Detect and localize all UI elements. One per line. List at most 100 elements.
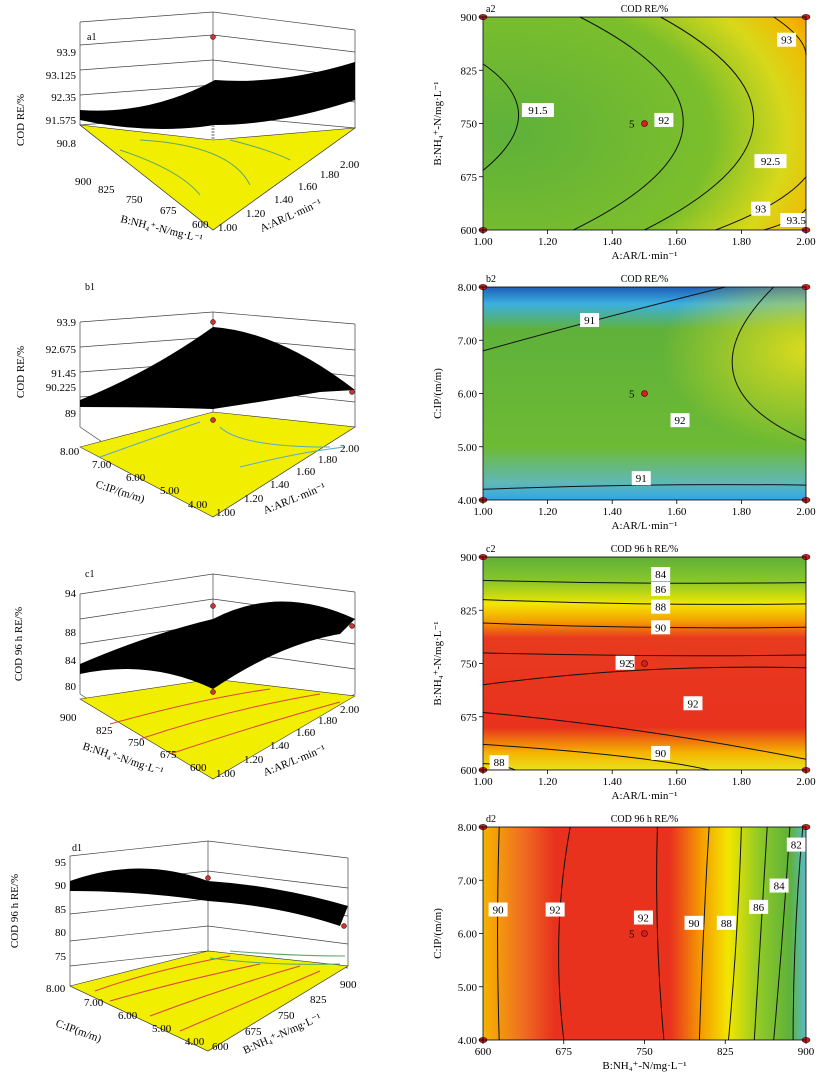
- z-tick: 90.225: [46, 382, 77, 394]
- panel-label: d1: [72, 843, 82, 854]
- x-axis-label: A:AR/L·min⁻¹: [612, 520, 678, 532]
- contour-label: 90: [493, 905, 505, 917]
- contour-plot-a2: 91.5 92 92.5 93 93 93.5 5 1.00 1.20 1.40 1.60 1.80 2…: [432, 4, 816, 262]
- right-tick: 1.60: [298, 181, 318, 193]
- left-tick: 825: [96, 725, 113, 737]
- x-tick-label: 825: [717, 1046, 734, 1058]
- contour-label: 92: [675, 415, 686, 427]
- right-tick: 2.00: [340, 443, 360, 455]
- contour-line: [698, 826, 710, 1041]
- y-axis-label: B:NH₄⁺-N/mg·L⁻¹: [432, 621, 444, 705]
- response-surface: [70, 868, 348, 926]
- contour-line: [728, 826, 742, 1041]
- x-tick-label: 2.00: [796, 776, 816, 788]
- x-tick-label: 1.00: [473, 506, 493, 518]
- contour-line: [656, 826, 665, 1041]
- x-tick-label: 1.00: [473, 776, 493, 788]
- x-tick-label: 1.80: [732, 236, 752, 248]
- contour-label-box: [651, 567, 671, 582]
- y-tick-label: 675: [461, 172, 478, 184]
- y-tick-label: 750: [461, 119, 478, 131]
- contour-label-box: [749, 899, 769, 914]
- z-tick: 88: [65, 627, 77, 639]
- z-tick: 91.45: [51, 368, 76, 380]
- contour-line: [573, 16, 684, 231]
- left-tick: 4.00: [185, 1036, 205, 1048]
- y-tick-label: 825: [461, 605, 478, 617]
- surface-panel-c1: c1 94 88 84 80 COD 96 h RE/% 900 825 750…: [0, 524, 400, 786]
- right-tick: 600: [212, 1041, 229, 1053]
- contour-label-box: [751, 201, 771, 216]
- z-tick: 94: [65, 588, 77, 600]
- y-tick-label: 4.00: [458, 495, 478, 507]
- x-tick-label: 1.60: [667, 776, 687, 788]
- y-axis-label: C:IP/(m/m): [432, 368, 444, 419]
- response-surface: [80, 601, 355, 689]
- x-axis-label: B:NH₄⁺-N/mg·L⁻¹: [602, 1060, 686, 1072]
- right-tick: 2.00: [340, 159, 360, 171]
- contour-label: 84: [655, 569, 667, 581]
- z-tick: 93.9: [57, 47, 77, 59]
- center-point-label: 5: [629, 119, 635, 131]
- z-axis-label: COD 96 h RE/%: [9, 874, 21, 948]
- surface-panel-b1: b1 93.9 92.675 91.45 90.225 89 COD RE/% …: [0, 262, 400, 524]
- left-axis-label: B:NH₄⁺-N/mg·L⁻¹: [81, 740, 165, 777]
- right-tick: 1.00: [216, 507, 236, 519]
- contour-line: [482, 286, 726, 352]
- z-tick: 93.125: [46, 70, 77, 82]
- surface-panel-a1: a1 93.9 93.125 92.35 91.575 90.8 COD RE/…: [0, 0, 400, 262]
- contour-panel-a2: 91.5 92 92.5 93 93 93.5 5 1.00 1.20 1.40 1.60 1.80 2…: [400, 0, 836, 270]
- panel-label: a1: [87, 32, 96, 43]
- right-tick: 1.40: [274, 194, 294, 206]
- left-tick: 900: [75, 176, 92, 188]
- z-axis-label: COD RE/%: [15, 346, 27, 398]
- left-tick: 600: [192, 219, 209, 231]
- contour-label-box: [521, 103, 554, 118]
- z-tick: 93.9: [57, 317, 77, 329]
- contour-label-box: [651, 581, 671, 596]
- y-tick-label: 6.00: [458, 389, 478, 401]
- center-point-label: 5: [629, 659, 635, 671]
- contour-label-box: [633, 910, 653, 925]
- z-tick: 80: [65, 681, 77, 693]
- right-tick: 675: [245, 1026, 262, 1038]
- contour-label-box: [651, 599, 671, 614]
- contour-label-box: [488, 902, 508, 917]
- response-surface: [80, 62, 355, 129]
- contour-label: 84: [774, 881, 786, 893]
- floor-projection: [69, 950, 349, 1052]
- panel-label: c1: [85, 569, 94, 580]
- x-tick-label: 1.20: [538, 236, 558, 248]
- contour-label-box: [670, 413, 690, 428]
- panel-label: a2: [486, 4, 495, 15]
- contour-line: [558, 826, 571, 1041]
- x-tick-label: 1.40: [603, 776, 623, 788]
- x-axis-label: A:AR/L·min⁻¹: [612, 250, 678, 262]
- right-tick: 1.80: [320, 169, 340, 181]
- left-tick: 6.00: [126, 472, 146, 484]
- z-tick: 95: [55, 857, 67, 869]
- contour-line: [482, 712, 807, 760]
- contour-label-box: [769, 878, 789, 893]
- contour-line: [792, 826, 804, 1041]
- center-point: [641, 120, 648, 127]
- contour-label-box: [716, 915, 736, 930]
- contour-label-box: [684, 915, 704, 930]
- contour-label: 92: [620, 658, 631, 670]
- right-tick: 1.40: [270, 479, 290, 491]
- x-tick-label: 1.60: [667, 506, 687, 518]
- y-tick-label: 8.00: [458, 282, 478, 294]
- right-tick: 1.40: [270, 740, 290, 752]
- x-tick-label: 1.80: [732, 776, 752, 788]
- right-tick: 900: [340, 979, 357, 991]
- x-tick-label: 675: [556, 1046, 573, 1058]
- y-tick-label: 750: [461, 659, 478, 671]
- contour-line: [482, 63, 519, 171]
- contour-line: [731, 286, 807, 441]
- y-tick-label: 7.00: [458, 875, 478, 887]
- x-tick-label: 2.00: [796, 506, 816, 518]
- contour-label-box: [651, 745, 671, 760]
- contour-label: 90: [655, 748, 667, 760]
- right-tick: 1.20: [244, 493, 264, 505]
- z-axis-label: COD 96 h RE/%: [13, 607, 25, 681]
